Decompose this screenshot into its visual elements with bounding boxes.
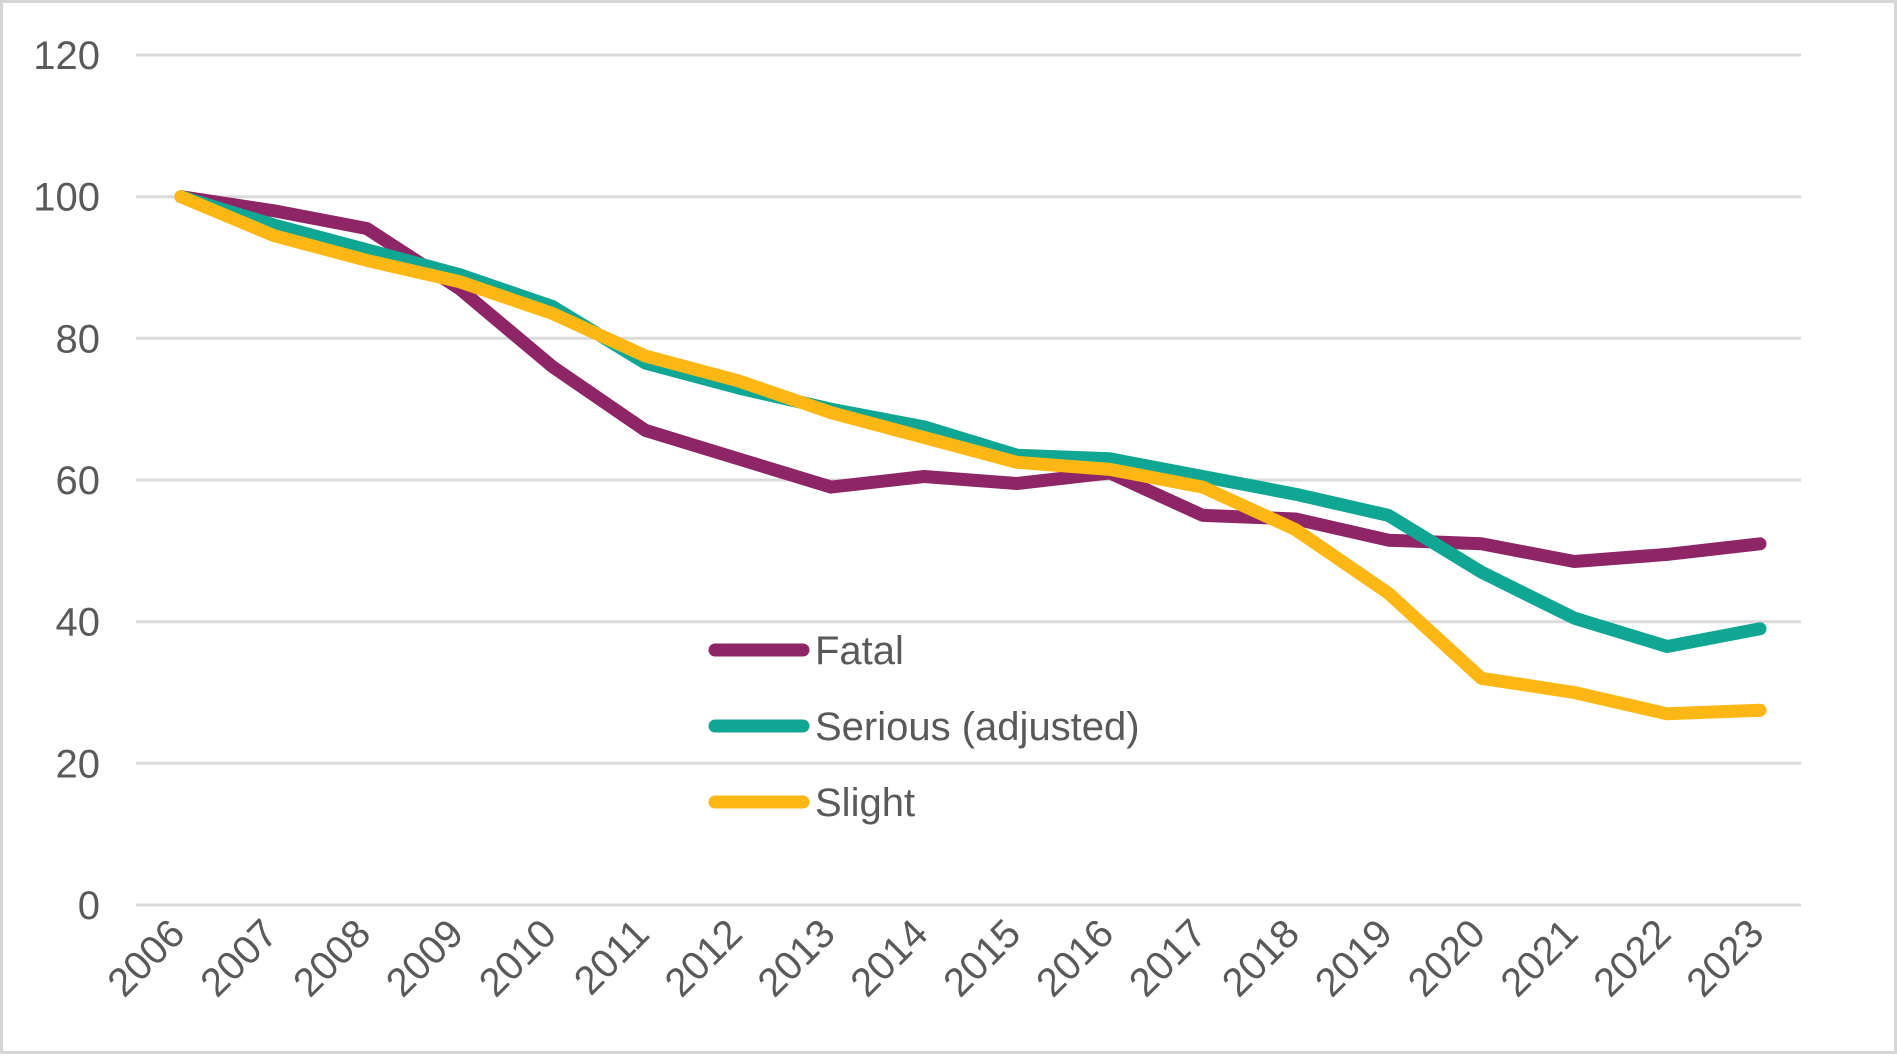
y-axis: 0 20 40 60 80 100 120 [33,34,100,928]
x-axis-tick-label: 2009 [378,911,472,1005]
x-axis-tick-label: 2017 [1121,911,1215,1005]
x-axis-tick-label: 2022 [1585,911,1679,1005]
y-axis-tick-label: 100 [33,176,100,220]
legend: Fatal Serious (adjusted) Slight [708,629,1140,825]
x-axis-tick-label: 2023 [1678,911,1772,1005]
x-axis-tick-label: 2020 [1400,911,1494,1005]
y-axis-tick-label: 80 [56,317,101,361]
x-axis-tick-label: 2015 [935,911,1029,1005]
x-axis-tick-label: 2019 [1307,911,1401,1005]
x-axis-tick-label: 2008 [285,911,379,1005]
x-axis-tick-label: 2006 [99,911,193,1005]
legend-item-slight: Slight [708,781,915,825]
x-axis-tick-label: 2018 [1214,911,1308,1005]
x-axis-tick-label: 2021 [1493,911,1587,1005]
y-axis-tick-label: 120 [33,34,100,78]
legend-label-serious-adjusted: Serious (adjusted) [815,705,1140,749]
legend-item-serious-adjusted: Serious (adjusted) [708,705,1140,749]
series-line-slight [174,190,1767,721]
x-axis-tick-label: 2016 [1028,911,1122,1005]
series-line-fatal [174,190,1767,568]
gridlines [136,53,1801,907]
x-axis-tick-label: 2013 [750,911,844,1005]
series-line-serious-adjusted [174,190,1767,653]
y-axis-tick-label: 40 [56,601,101,645]
x-axis-tick-label: 2014 [842,911,936,1005]
series-lines [174,190,1767,721]
y-axis-tick-label: 60 [56,459,101,503]
y-axis-tick-label: 20 [56,742,101,786]
x-axis-tick-label: 2011 [566,911,658,1003]
x-axis-tick-label: 2012 [657,911,751,1005]
legend-label-fatal: Fatal [815,629,904,673]
x-axis-tick-label: 2010 [471,911,565,1005]
legend-item-fatal: Fatal [708,629,904,673]
legend-label-slight: Slight [815,781,915,825]
y-axis-tick-label: 0 [78,884,100,928]
x-axis-tick-label: 2007 [192,911,286,1005]
